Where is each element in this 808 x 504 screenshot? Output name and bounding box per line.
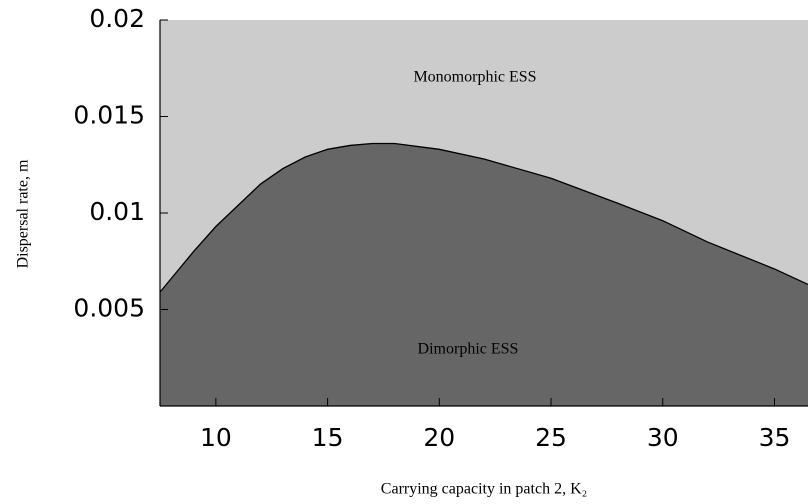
x-tick-label: 35 <box>759 423 791 452</box>
x-tick-label: 30 <box>647 423 679 452</box>
x-tick-label: 25 <box>535 423 567 452</box>
annotation: Monomorphic ESS <box>413 69 536 86</box>
x-axis-label: Carrying capacity in patch 2, K₂ <box>381 481 587 498</box>
y-tick-label: 0.01 <box>89 197 145 226</box>
y-tick-label: 0.015 <box>73 101 145 130</box>
annotation: Dimorphic ESS <box>418 341 519 358</box>
x-tick-label: 20 <box>423 423 455 452</box>
x-tick-label: 10 <box>200 423 232 452</box>
y-tick-label: 0.02 <box>89 4 145 33</box>
y-axis-label: Dispersal rate, m <box>15 159 32 268</box>
area-fill <box>160 143 808 406</box>
boundary-line <box>159 142 808 293</box>
y-tick-label: 0.005 <box>73 294 145 323</box>
x-tick-label: 15 <box>312 423 344 452</box>
